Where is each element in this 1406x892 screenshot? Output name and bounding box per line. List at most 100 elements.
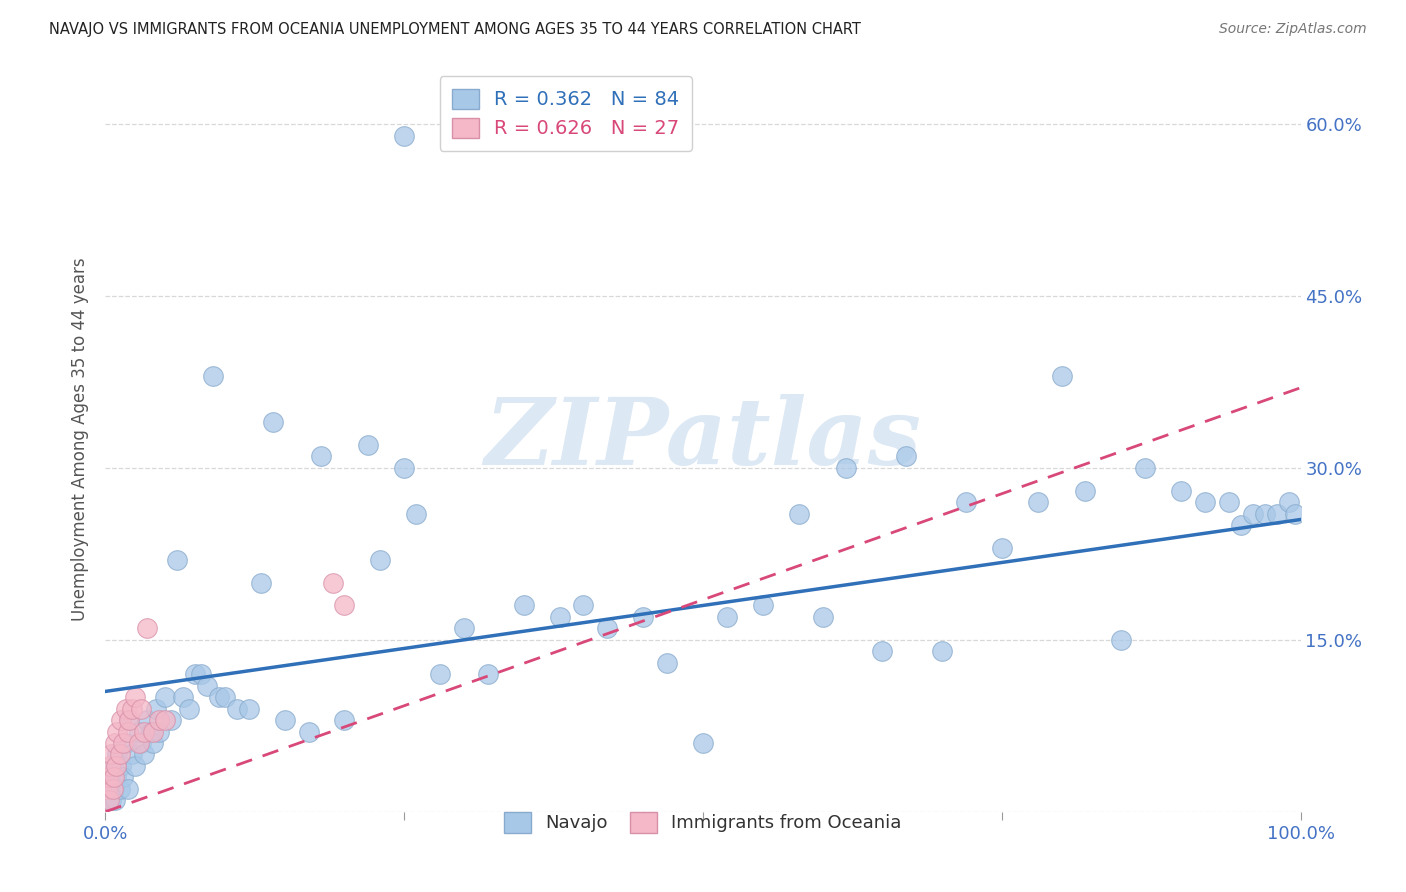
- Point: [513, 599, 536, 613]
- Point: [273, 713, 295, 727]
- Point: [1133, 461, 1156, 475]
- Point: [112, 736, 135, 750]
- Point: [110, 713, 132, 727]
- Point: [104, 793, 127, 807]
- Point: [153, 690, 177, 705]
- Point: [132, 724, 155, 739]
- Point: [98, 770, 121, 784]
- Legend: Navajo, Immigrants from Oceania: Navajo, Immigrants from Oceania: [494, 801, 912, 844]
- Point: [190, 667, 212, 681]
- Point: [184, 667, 207, 681]
- Point: [105, 759, 128, 773]
- Point: [98, 793, 121, 807]
- Point: [121, 701, 143, 715]
- Point: [148, 724, 170, 739]
- Point: [98, 759, 121, 773]
- Point: [1254, 507, 1277, 521]
- Point: [145, 701, 167, 715]
- Point: [117, 724, 139, 739]
- Point: [990, 541, 1012, 556]
- Point: [692, 736, 714, 750]
- Point: [100, 793, 122, 807]
- Point: [139, 724, 162, 739]
- Point: [392, 461, 416, 475]
- Point: [129, 701, 153, 715]
- Point: [214, 690, 236, 705]
- Point: [98, 781, 121, 796]
- Point: [333, 713, 356, 727]
- Point: [114, 736, 136, 750]
- Point: [392, 128, 416, 143]
- Point: [172, 690, 194, 705]
- Point: [333, 599, 356, 613]
- Point: [1050, 369, 1073, 384]
- Point: [129, 736, 153, 750]
- Point: [100, 747, 122, 762]
- Point: [1241, 507, 1264, 521]
- Point: [368, 552, 391, 566]
- Point: [160, 713, 183, 727]
- Text: NAVAJO VS IMMIGRANTS FROM OCEANIA UNEMPLOYMENT AMONG AGES 35 TO 44 YEARS CORRELA: NAVAJO VS IMMIGRANTS FROM OCEANIA UNEMPL…: [49, 22, 860, 37]
- Text: ZIPatlas: ZIPatlas: [485, 394, 921, 484]
- Point: [1026, 495, 1049, 509]
- Point: [633, 610, 655, 624]
- Point: [548, 610, 571, 624]
- Point: [107, 724, 129, 739]
- Point: [177, 701, 201, 715]
- Point: [103, 770, 125, 784]
- Point: [103, 781, 125, 796]
- Point: [124, 759, 146, 773]
- Point: [655, 656, 678, 670]
- Point: [896, 450, 918, 464]
- Point: [1265, 507, 1288, 521]
- Point: [1111, 632, 1133, 647]
- Point: [811, 610, 834, 624]
- Point: [104, 736, 127, 750]
- Point: [112, 770, 135, 784]
- Point: [835, 461, 858, 475]
- Y-axis label: Unemployment Among Ages 35 to 44 years: Unemployment Among Ages 35 to 44 years: [72, 258, 90, 621]
- Point: [298, 724, 321, 739]
- Point: [238, 701, 260, 715]
- Point: [202, 369, 225, 384]
- Point: [596, 621, 619, 635]
- Point: [117, 781, 139, 796]
- Point: [142, 736, 165, 750]
- Point: [124, 690, 146, 705]
- Point: [136, 621, 159, 635]
- Point: [166, 552, 188, 566]
- Point: [118, 713, 141, 727]
- Point: [195, 679, 218, 693]
- Point: [1229, 518, 1251, 533]
- Point: [153, 713, 177, 727]
- Point: [101, 759, 124, 773]
- Point: [429, 667, 451, 681]
- Point: [128, 724, 150, 739]
- Point: [1194, 495, 1216, 509]
- Point: [142, 724, 165, 739]
- Point: [572, 599, 595, 613]
- Point: [931, 644, 953, 658]
- Point: [108, 747, 131, 762]
- Point: [114, 701, 136, 715]
- Point: [225, 701, 249, 715]
- Point: [105, 770, 128, 784]
- Point: [107, 747, 129, 762]
- Point: [955, 495, 977, 509]
- Point: [262, 415, 284, 429]
- Point: [128, 736, 150, 750]
- Point: [477, 667, 499, 681]
- Point: [132, 747, 155, 762]
- Point: [148, 713, 170, 727]
- Point: [96, 781, 118, 796]
- Point: [787, 507, 810, 521]
- Point: [1277, 495, 1299, 509]
- Point: [97, 793, 120, 807]
- Point: [321, 575, 344, 590]
- Point: [110, 759, 132, 773]
- Point: [1074, 483, 1097, 498]
- Point: [108, 781, 131, 796]
- Point: [1170, 483, 1192, 498]
- Point: [96, 781, 118, 796]
- Point: [208, 690, 231, 705]
